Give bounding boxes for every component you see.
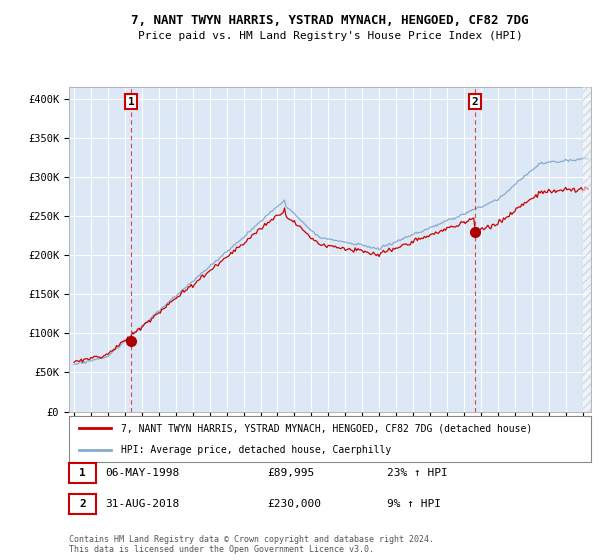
- Text: 1: 1: [79, 468, 86, 478]
- Text: 7, NANT TWYN HARRIS, YSTRAD MYNACH, HENGOED, CF82 7DG: 7, NANT TWYN HARRIS, YSTRAD MYNACH, HENG…: [131, 14, 529, 27]
- Text: 9% ↑ HPI: 9% ↑ HPI: [387, 499, 441, 509]
- Text: Price paid vs. HM Land Registry's House Price Index (HPI): Price paid vs. HM Land Registry's House …: [137, 31, 523, 41]
- Text: 31-AUG-2018: 31-AUG-2018: [105, 499, 179, 509]
- Text: 1: 1: [128, 96, 134, 106]
- Text: HPI: Average price, detached house, Caerphilly: HPI: Average price, detached house, Caer…: [121, 445, 391, 455]
- Text: 2: 2: [472, 96, 479, 106]
- Text: Contains HM Land Registry data © Crown copyright and database right 2024.
This d: Contains HM Land Registry data © Crown c…: [69, 535, 434, 554]
- Text: 2: 2: [79, 499, 86, 509]
- Text: £89,995: £89,995: [267, 468, 314, 478]
- Text: £230,000: £230,000: [267, 499, 321, 509]
- Text: 06-MAY-1998: 06-MAY-1998: [105, 468, 179, 478]
- Text: 7, NANT TWYN HARRIS, YSTRAD MYNACH, HENGOED, CF82 7DG (detached house): 7, NANT TWYN HARRIS, YSTRAD MYNACH, HENG…: [121, 423, 532, 433]
- Text: 23% ↑ HPI: 23% ↑ HPI: [387, 468, 448, 478]
